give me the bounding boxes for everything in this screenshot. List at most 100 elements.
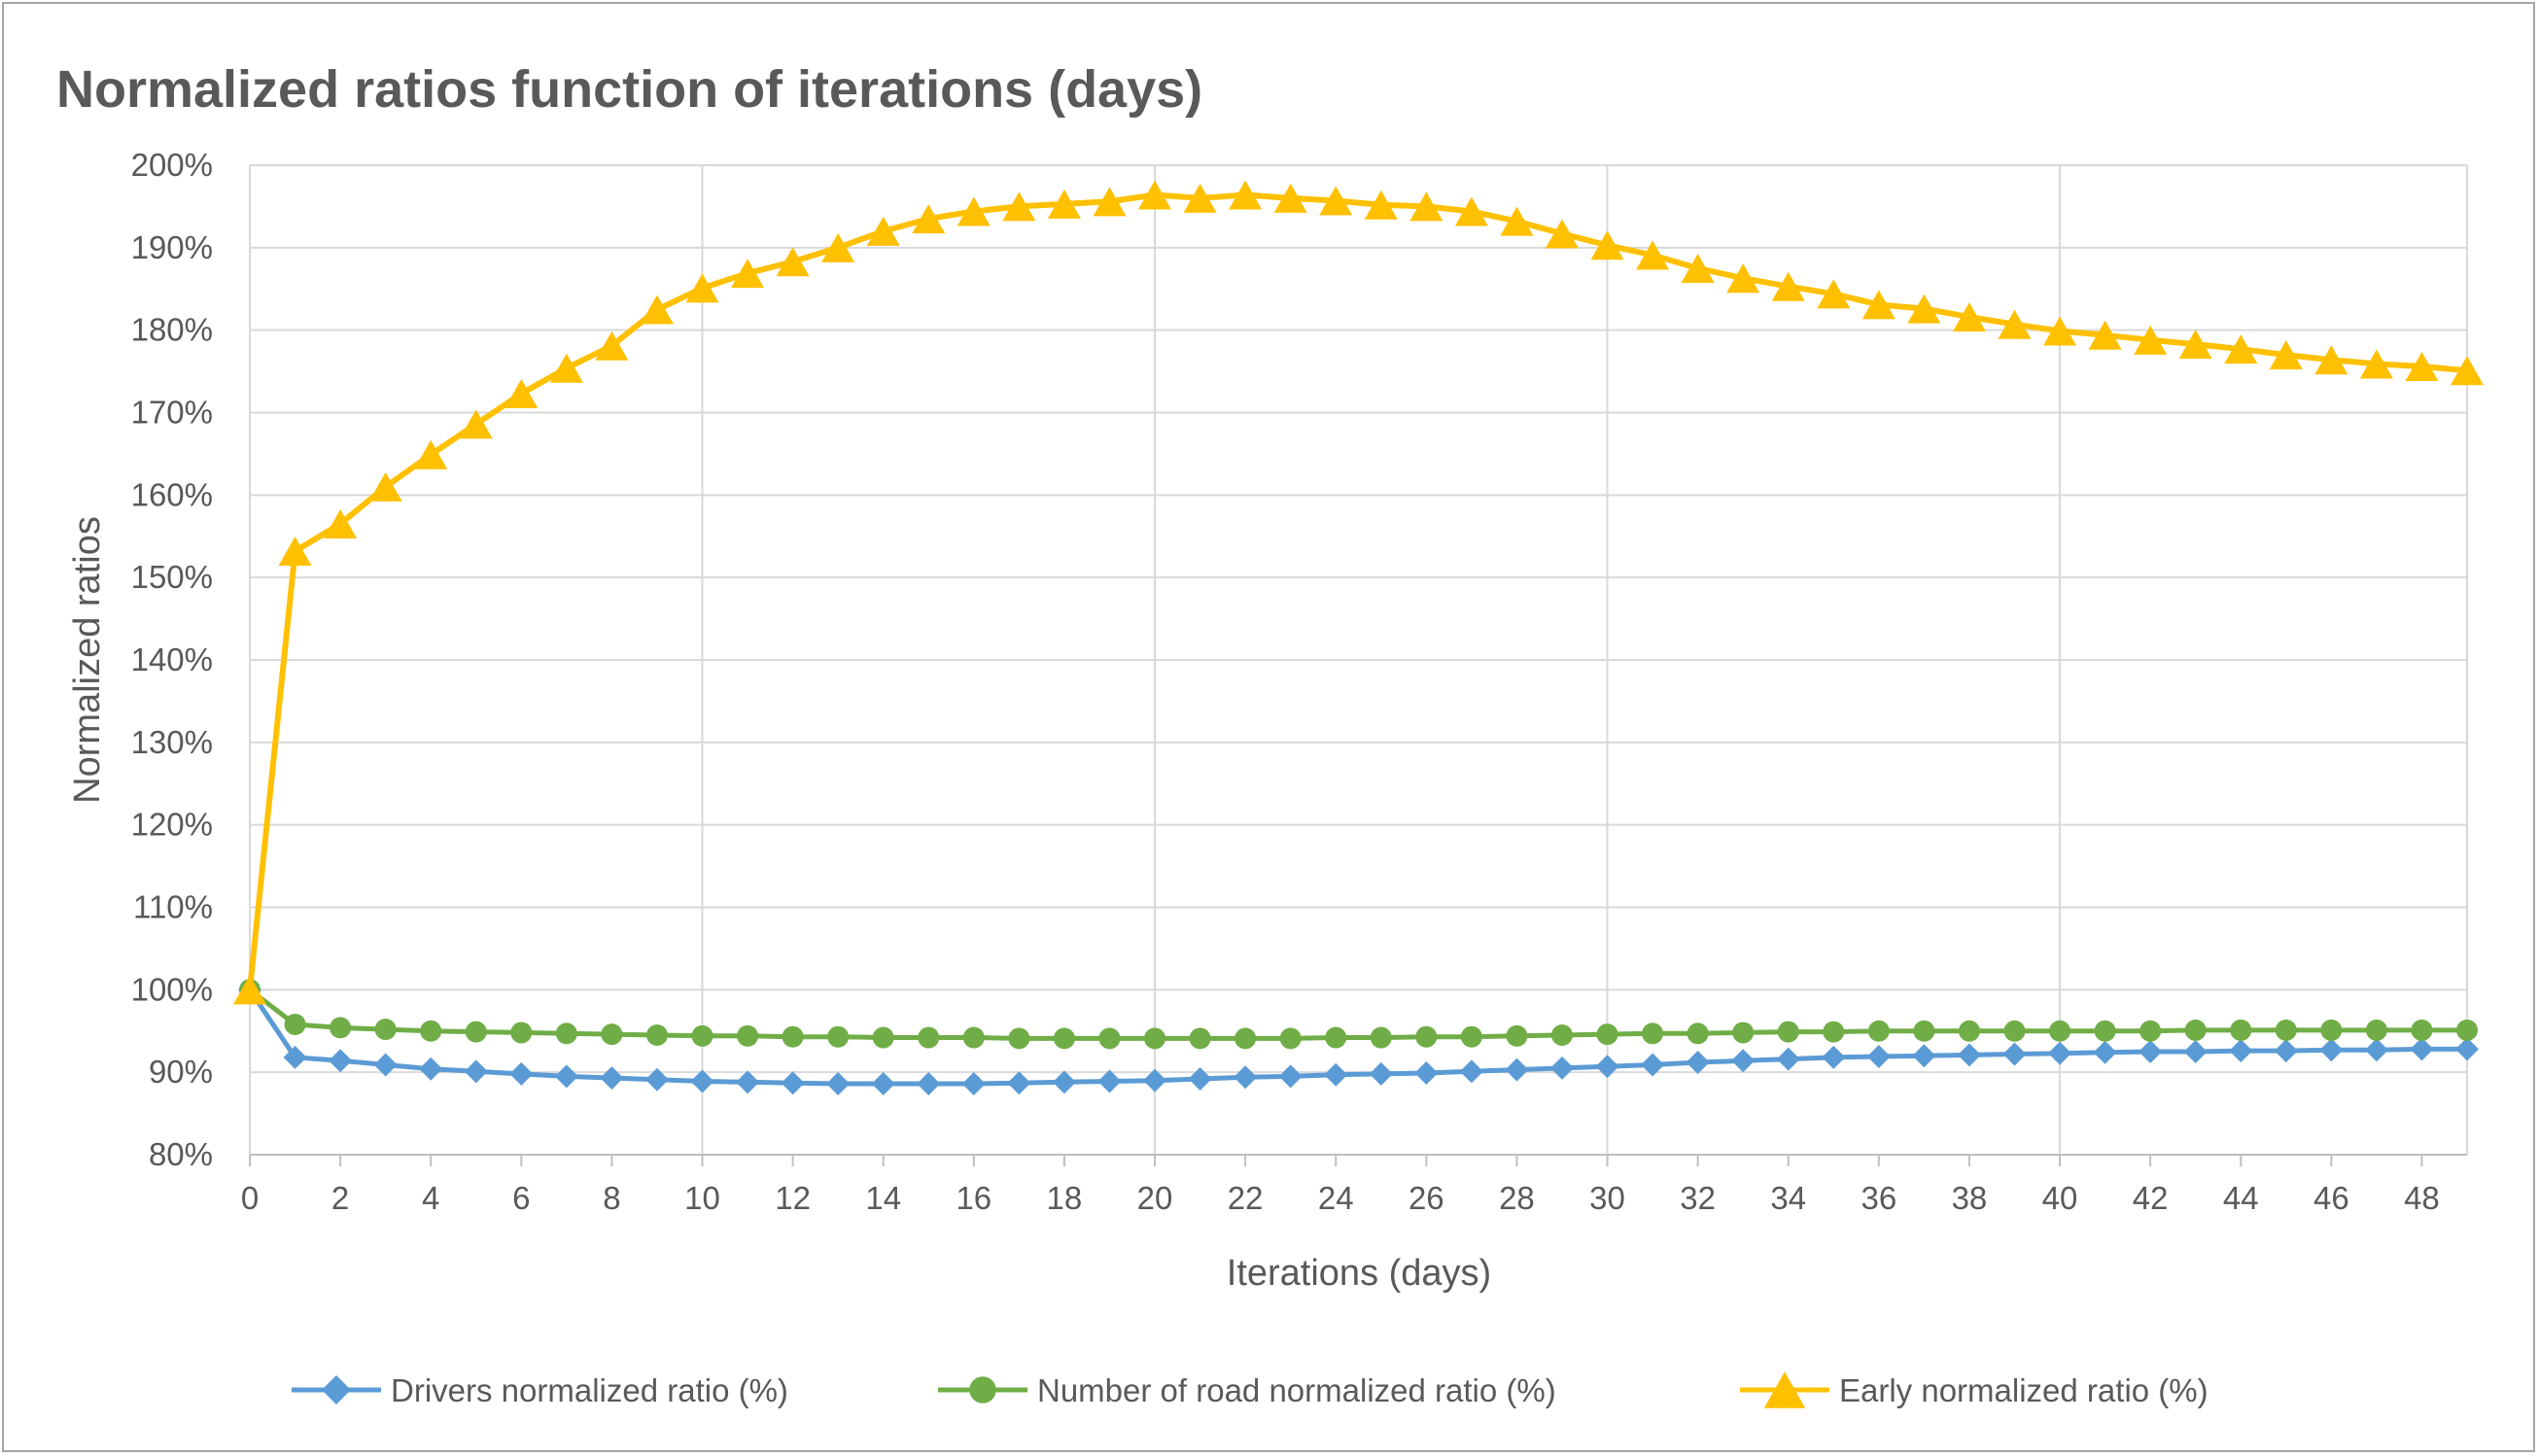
x-tick-label: 6	[512, 1180, 530, 1216]
data-point	[782, 1025, 804, 1048]
x-tick-label: 0	[241, 1180, 259, 1216]
x-tick-label: 46	[2313, 1180, 2349, 1216]
gridlines	[249, 164, 2468, 1156]
legend-marker	[322, 1375, 351, 1404]
legend-label: Drivers normalized ratio (%)	[391, 1372, 788, 1408]
data-point	[1771, 271, 1805, 301]
data-point	[1958, 1020, 1980, 1042]
data-point	[2410, 1037, 2434, 1061]
data-point	[1731, 1049, 1756, 1073]
legend-label: Early normalized ratio (%)	[1839, 1372, 2209, 1408]
data-point	[1183, 183, 1217, 213]
data-point	[956, 196, 991, 226]
data-point	[284, 1013, 306, 1035]
y-tick-label: 100%	[131, 971, 213, 1007]
data-point	[278, 537, 312, 567]
data-point	[2455, 1037, 2479, 1061]
x-tick-label: 26	[1409, 1180, 1444, 1216]
data-point	[826, 1072, 851, 1096]
y-tick-label: 130%	[131, 724, 213, 760]
data-point	[961, 1072, 986, 1096]
y-tick-label: 80%	[149, 1136, 213, 1172]
y-tick-label: 190%	[131, 229, 213, 265]
data-point	[918, 1026, 940, 1049]
x-tick-label: 30	[1589, 1180, 1625, 1216]
data-point	[2456, 1019, 2478, 1041]
data-point	[510, 1022, 533, 1044]
data-point	[2359, 349, 2393, 379]
data-point	[1867, 1020, 1890, 1042]
y-tick-label: 200%	[131, 147, 213, 183]
data-point	[414, 439, 448, 469]
data-point	[1053, 1027, 1075, 1050]
data-point	[1952, 302, 1986, 332]
data-point	[781, 1071, 805, 1095]
data-point	[2002, 1042, 2027, 1066]
data-point	[1823, 1021, 1845, 1043]
data-point	[1047, 189, 1081, 219]
data-point	[2178, 329, 2212, 360]
data-point	[776, 247, 810, 277]
data-point	[690, 1069, 714, 1093]
data-point	[1008, 1027, 1030, 1050]
data-point	[464, 1059, 488, 1084]
data-point	[1460, 1025, 1482, 1048]
legend-item-1: Number of road normalized ratio (%)	[938, 1372, 1556, 1408]
data-point	[600, 1066, 624, 1091]
data-point	[1907, 294, 1941, 324]
data-point	[2405, 351, 2439, 381]
data-point	[2411, 1019, 2433, 1041]
data-point	[1144, 1027, 1166, 1050]
legend-label: Number of road normalized ratio (%)	[1037, 1372, 1556, 1408]
series-line	[248, 988, 2467, 1041]
data-point	[1098, 1027, 1121, 1050]
data-point	[2048, 1041, 2072, 1065]
data-point	[2451, 356, 2484, 386]
data-point	[509, 1061, 534, 1086]
x-tick-label: 34	[1770, 1180, 1806, 1216]
data-point	[737, 1024, 759, 1047]
data-point	[2093, 1040, 2117, 1064]
data-point	[1549, 1056, 1574, 1080]
data-point	[1007, 1071, 1031, 1095]
data-point	[691, 1024, 713, 1047]
data-point	[1229, 180, 1263, 210]
series-1	[239, 979, 2478, 1050]
data-point	[1319, 186, 1353, 216]
data-point	[1732, 1022, 1755, 1044]
data-point	[1189, 1027, 1211, 1050]
data-point	[2184, 1019, 2207, 1041]
data-point	[2094, 1020, 2116, 1042]
data-point	[1687, 1023, 1709, 1045]
data-point	[601, 1023, 623, 1046]
data-point	[1234, 1065, 1258, 1090]
data-point	[2224, 334, 2258, 364]
data-point	[1093, 187, 1127, 217]
x-tick-label: 16	[956, 1180, 991, 1216]
x-tick-label: 10	[684, 1180, 720, 1216]
data-point	[962, 1026, 985, 1049]
data-point	[1409, 191, 1443, 222]
data-point	[1998, 309, 2032, 339]
series-group	[233, 180, 2484, 1096]
x-tick-label: 48	[2404, 1180, 2440, 1216]
series-line	[247, 191, 2468, 990]
data-point	[1726, 263, 1760, 294]
x-tick-label: 24	[1318, 1180, 1354, 1216]
x-tick-label: 22	[1228, 1180, 1264, 1216]
data-point	[1506, 1024, 1528, 1047]
y-tick-label: 180%	[131, 312, 213, 348]
data-point	[1273, 183, 1307, 213]
data-point	[283, 1045, 307, 1069]
data-point	[917, 1072, 941, 1096]
y-axis-title: Normalized ratios	[67, 516, 108, 804]
data-point	[644, 1067, 669, 1092]
y-tick-label: 150%	[131, 559, 213, 595]
x-tick-label: 14	[865, 1180, 901, 1216]
data-point	[827, 1025, 850, 1048]
data-point	[1596, 1023, 1618, 1046]
data-point	[1545, 219, 1579, 249]
data-point	[1459, 1059, 1483, 1084]
data-point	[1500, 206, 1534, 236]
